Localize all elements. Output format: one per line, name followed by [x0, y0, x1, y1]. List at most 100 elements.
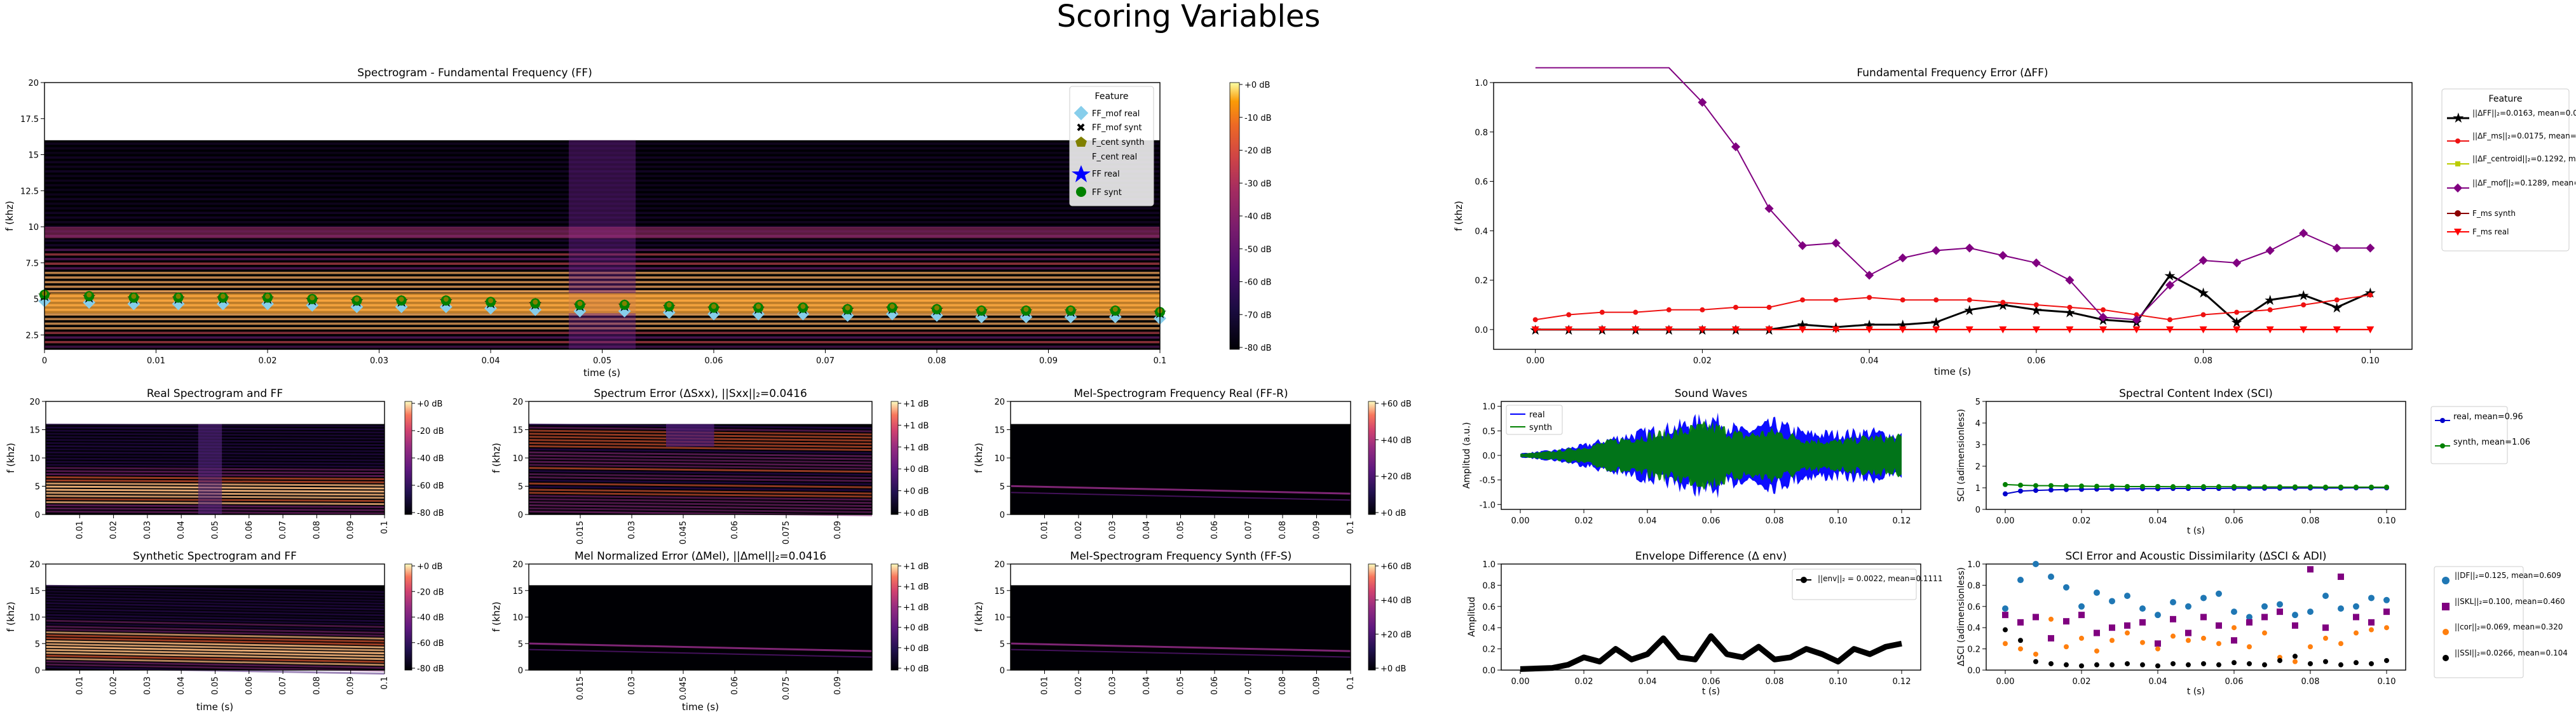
spectrogram-band — [529, 504, 872, 510]
spectrogram-band — [46, 614, 385, 622]
main-legend-item-0: FF_mof real — [1092, 109, 1140, 119]
sci-point — [2003, 481, 2008, 487]
sci-error-point — [2185, 629, 2191, 636]
ff-error-point — [2233, 326, 2241, 333]
synth-spectrogram-panel: Synthetic Spectrogram and FF 0.01 0.02 0.0… — [5, 550, 444, 713]
sci-error-point — [2017, 577, 2024, 584]
spectrogram-band — [44, 340, 1160, 344]
f-cent-synth-marker — [666, 302, 672, 308]
spectrogram-column — [568, 140, 636, 350]
spectrogram-band — [46, 646, 385, 655]
x-tick-label: 0.08 — [312, 521, 322, 539]
spectrogram-band — [44, 156, 1160, 159]
spectrum-error-title: Spectrum Error (ΔSxx), ||Sxx||₂=0.0416 — [594, 387, 807, 400]
x-tick-label: 0.02 — [2073, 677, 2091, 687]
y-tick-label: 15 — [994, 426, 1005, 436]
sci-error-point — [2369, 661, 2374, 666]
spectrogram-band — [44, 276, 1160, 279]
sci-error-point — [2200, 595, 2207, 601]
ff-error-point — [1666, 307, 1672, 312]
f-cent-synth-marker — [756, 304, 761, 309]
mel-error-xlabel: time (s) — [682, 701, 719, 713]
envelope-title: Envelope Difference (Δ env) — [1635, 550, 1787, 563]
mel-band — [1011, 642, 1351, 652]
x-tick-label: 0.04 — [1142, 521, 1152, 539]
x-tick-label: 0.1 — [380, 676, 390, 690]
colorbar-gradient — [890, 563, 899, 671]
spectrogram-band — [529, 479, 872, 485]
ff-error-star: ★ — [1963, 303, 1976, 319]
f-cent-synth-marker — [220, 293, 226, 299]
spectrogram-band — [44, 184, 1160, 187]
sci-error-point — [2186, 638, 2191, 643]
x-tick-label: 0.075 — [782, 521, 791, 544]
f-cent-synth-marker — [1112, 306, 1118, 312]
mel-error-heatmap — [529, 564, 872, 670]
x-tick-label: 0.12 — [1893, 677, 1911, 687]
spectrogram-band — [529, 498, 872, 504]
x-tick-label: 0.05 — [1176, 676, 1186, 695]
sci-error-point — [2109, 638, 2115, 643]
ff-error-point — [2167, 317, 2173, 323]
spectrogram-band — [529, 485, 872, 492]
f-cent-synth-marker — [533, 299, 538, 305]
real-spectrogram-title: Real Spectrogram and FF — [147, 387, 283, 400]
main-legend-item-4: FF real — [1092, 170, 1120, 179]
colorbar-label: -40 dB — [417, 454, 444, 464]
ff-legend-item-4: F_ms synth — [2472, 209, 2516, 218]
ff-error-series-line — [1535, 294, 2371, 321]
spectrogram-band — [46, 643, 385, 652]
x-tick-label: 0.07 — [278, 676, 288, 695]
y-tick-label: 5 — [518, 483, 523, 492]
x-tick-label: 0.07 — [816, 356, 835, 366]
ff-error-series: ★★★★★★★★★★★★★★★★★★★★★★★★★★ — [1529, 68, 2376, 339]
f-cent-synth-marker — [86, 292, 92, 298]
sci-point — [2018, 488, 2023, 494]
y-tick-label: 4 — [1975, 419, 1980, 429]
x-tick-label: 0.045 — [679, 521, 688, 544]
sci-error-point — [2201, 635, 2206, 641]
ff-error-point — [1598, 326, 1606, 333]
f-cent-synth-marker — [131, 293, 137, 299]
f-cent-synth-marker — [488, 298, 493, 304]
spectrogram-band — [529, 454, 872, 460]
ff-error-point — [1731, 326, 1740, 333]
sci-error-point — [2170, 599, 2176, 606]
x-tick-label: 0.08 — [1766, 516, 1784, 526]
x-tick-label: 0.10 — [2378, 677, 2396, 687]
sci-error-point — [2079, 635, 2084, 641]
sci-error-point — [2155, 612, 2161, 619]
ff-error-point — [2032, 326, 2040, 333]
y-tick-label: 10 — [512, 454, 523, 464]
sci-point — [2155, 483, 2160, 489]
mel-error-panel: Mel Normalized Error (ΔMel), ||Δmel||₂=0… — [491, 550, 929, 713]
y-tick-label: -0.5 — [1480, 476, 1496, 486]
spectrogram-band — [44, 216, 1160, 219]
x-tick-label: 0.06 — [2225, 516, 2244, 526]
sci-error-point — [2292, 612, 2298, 619]
x-tick-label: 0.04 — [177, 676, 186, 695]
f-cent-synth-marker — [443, 297, 449, 302]
sci-legend-real: real, mean=0.96 — [2453, 412, 2523, 422]
main-spectrogram-xlabel: time (s) — [583, 367, 620, 379]
x-tick-label: 0.05 — [1176, 521, 1186, 539]
colorbar-label: -60 dB — [417, 481, 444, 491]
x-tick-label: 0.03 — [370, 356, 388, 366]
y-tick-label: 0 — [35, 666, 40, 676]
sci-error-legend: ||DF||₂=0.125, mean=0.609 ||SKL||₂=0.100… — [2434, 566, 2568, 678]
spectrogram-band — [529, 501, 872, 507]
sci-error-point — [2155, 663, 2160, 669]
colorbar-label: -80 dB — [417, 664, 444, 674]
spectrogram-band — [529, 488, 872, 495]
x-tick-label: 0.03 — [627, 676, 637, 695]
x-tick-label: 0.05 — [211, 676, 221, 695]
sci-error-point — [2293, 654, 2298, 659]
mel-synth-ylabel: f (khz) — [973, 601, 985, 632]
ff-error-star: ★ — [2197, 286, 2210, 302]
sci-point — [2079, 483, 2084, 489]
mel-real-title: Mel-Spectrogram Frequency Real (FF-R) — [1073, 387, 1288, 400]
mel-band — [529, 642, 872, 652]
colorbar-label: +20 dB — [1380, 630, 1412, 640]
spectrogram-band — [46, 599, 385, 608]
